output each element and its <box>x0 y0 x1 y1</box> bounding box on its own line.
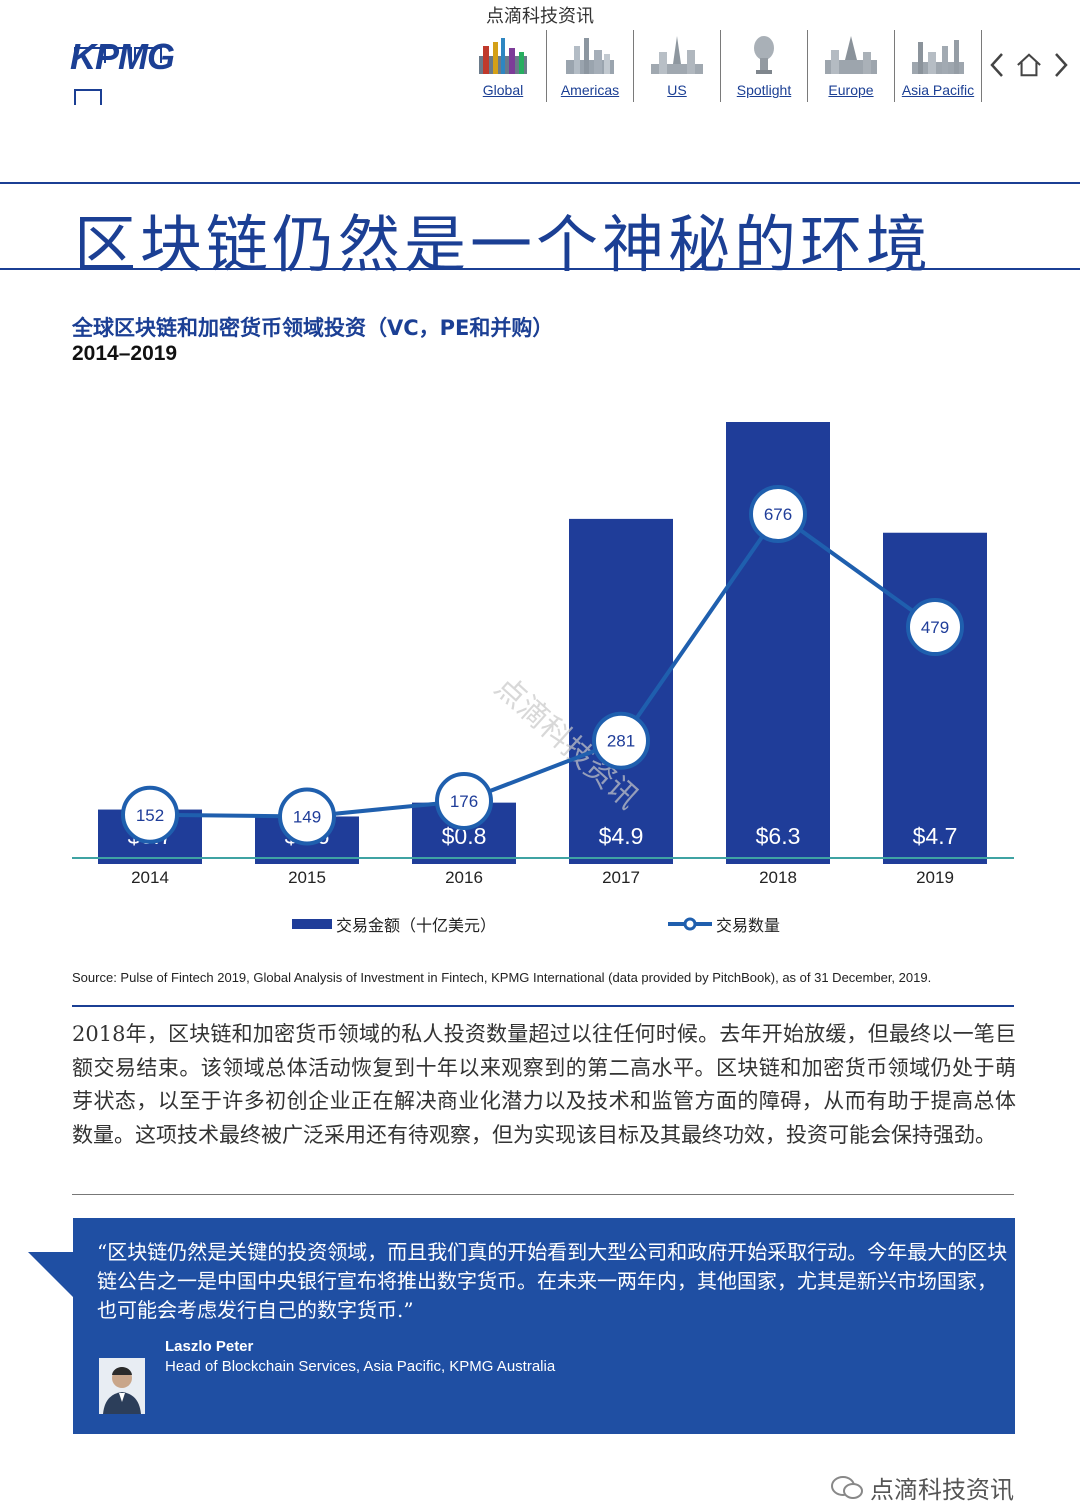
legend-deal-value-label: 交易金额（十亿美元） <box>336 916 497 935</box>
nav-us[interactable]: US <box>634 30 721 102</box>
home-button[interactable] <box>1016 50 1042 80</box>
wechat-icon <box>831 1475 863 1499</box>
nav-global[interactable]: Global <box>460 30 547 102</box>
nav-asia-pacific-label: Asia Pacific <box>901 82 975 98</box>
nav-spotlight-label: Spotlight <box>736 82 792 98</box>
chevron-left-icon <box>990 53 1003 77</box>
nav-controls <box>984 50 1074 80</box>
deal-count-point-2016 <box>435 771 493 830</box>
x-tick-2019: 2019 <box>916 868 954 887</box>
deal-count-point-2018 <box>749 484 807 543</box>
legend-bar-swatch <box>292 919 332 929</box>
bar-label-2019: $4.7 <box>913 823 958 849</box>
deal-count-label-2014: 152 <box>136 806 164 825</box>
x-tick-2016: 2016 <box>445 868 483 887</box>
nav-europe[interactable]: Europe <box>808 30 895 102</box>
nav-europe-label: Europe <box>828 82 874 98</box>
quote-box: “区块链仍然是关键的投资领域，而且我们真的开始看到大型公司和政府开始采取行动。今… <box>73 1218 1015 1434</box>
nav-global-label: Global <box>482 82 524 98</box>
deal-count-label-2018: 676 <box>764 505 792 524</box>
footer-watermark: 点滴科技资讯 <box>830 1470 1014 1505</box>
body-rule-bottom <box>72 1194 1014 1195</box>
speaker-avatar <box>99 1358 145 1414</box>
us-skyline-icon <box>651 36 703 74</box>
chart-subtitle: 2014–2019 <box>72 342 178 365</box>
body-paragraph: 2018年，区块链和加密货币领域的私人投资数量超过以往任何时候。去年开始放缓，但… <box>72 1022 1016 1147</box>
logo-boxes <box>74 30 186 105</box>
deal-count-label-2019: 479 <box>921 618 949 637</box>
legend-deal-count-label: 交易数量 <box>716 916 781 935</box>
title-rule-top <box>0 182 1080 184</box>
home-icon <box>1017 53 1041 77</box>
nav-us-label: US <box>667 82 687 98</box>
quote-tail <box>28 1252 74 1298</box>
x-tick-2015: 2015 <box>288 868 326 887</box>
deal-count-label-2015: 149 <box>293 807 321 826</box>
footer-watermark-text: 点滴科技资讯 <box>870 1476 1014 1504</box>
next-page-button[interactable] <box>1048 50 1074 80</box>
x-tick-2017: 2017 <box>602 868 640 887</box>
legend-deal-value: 交易金额（十亿美元） <box>292 912 496 936</box>
chevron-right-icon <box>1055 53 1068 77</box>
deal-count-point-2015 <box>278 787 336 846</box>
title-rule-bottom <box>0 268 1080 270</box>
deal-count-point-2019 <box>906 598 964 657</box>
page-title: 区块链仍然是一个神秘的环境 <box>74 208 933 281</box>
europe-skyline-icon <box>825 36 877 74</box>
investment-chart: 点滴科技资讯$0.7$0.6$0.8$4.9$6.3$4.72014201520… <box>72 422 1014 887</box>
chart-legend: 交易金额（十亿美元） 交易数量 <box>292 912 780 936</box>
bar-label-2017: $4.9 <box>599 823 644 849</box>
nav-americas-label: Americas <box>560 82 620 98</box>
top-watermark: 点滴科技资讯 <box>486 6 594 27</box>
americas-skyline-icon <box>566 38 614 74</box>
deal-count-label-2016: 176 <box>450 792 478 811</box>
speaker-role: Head of Blockchain Services, Asia Pacifi… <box>165 1358 556 1375</box>
region-nav: Global Americas US Spotlight Europe <box>460 30 982 102</box>
legend-deal-count: 交易数量 <box>668 912 780 936</box>
chart-title: 全球区块链和加密货币领域投资（VC，PE和并购） <box>72 316 554 340</box>
spotlight-icon <box>754 36 774 74</box>
body-rule-top <box>72 1005 1014 1007</box>
deal-count-point-2014 <box>121 785 179 844</box>
logo-text: KPMG <box>70 36 175 77</box>
prev-page-button[interactable] <box>984 50 1010 80</box>
deal-count-label-2017: 281 <box>607 732 635 751</box>
bar-label-2018: $6.3 <box>756 823 801 849</box>
source-note: Source: Pulse of Fintech 2019, Global An… <box>72 970 932 985</box>
speaker-name: Laszlo Peter <box>165 1338 254 1355</box>
x-tick-2018: 2018 <box>759 868 797 887</box>
legend-line-swatch <box>668 917 713 931</box>
kpmg-logo[interactable]: KPMG <box>70 36 175 105</box>
bar-2019 <box>883 532 987 864</box>
global-skyline-icon <box>479 38 527 74</box>
nav-americas[interactable]: Americas <box>547 30 634 102</box>
asia-pacific-skyline-icon <box>912 40 964 74</box>
x-tick-2014: 2014 <box>131 868 169 887</box>
person-portrait-icon <box>99 1358 145 1414</box>
deal-count-point-2017 <box>592 711 650 770</box>
nav-spotlight[interactable]: Spotlight <box>721 30 808 102</box>
quote-text: “区块链仍然是关键的投资领域，而且我们真的开始看到大型公司和政府开始采取行动。今… <box>97 1240 1008 1322</box>
nav-asia-pacific[interactable]: Asia Pacific <box>895 30 982 102</box>
